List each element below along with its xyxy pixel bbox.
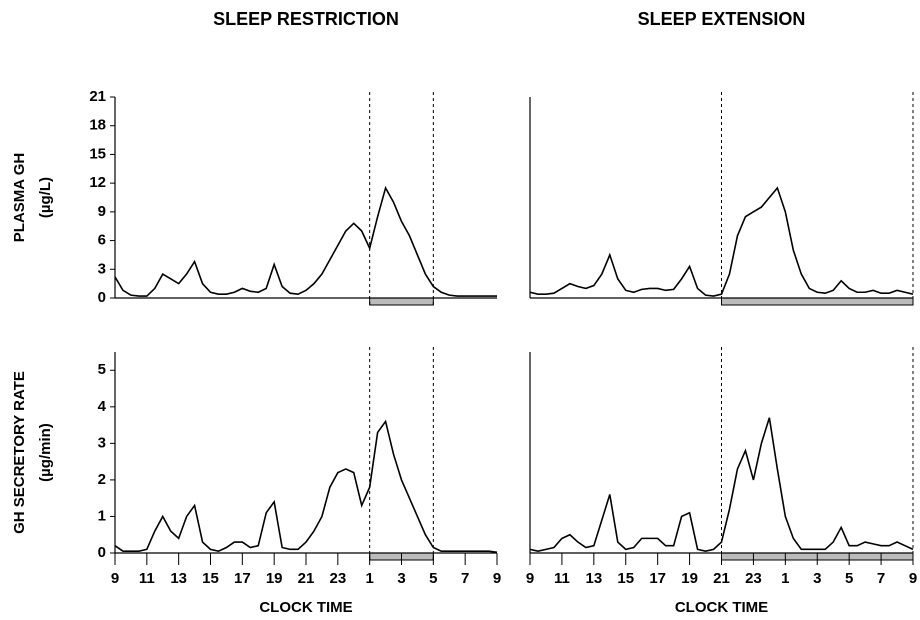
y-tick-label: 1 bbox=[98, 507, 106, 524]
x-tick-label: 15 bbox=[202, 570, 219, 587]
y-tick-label: 12 bbox=[89, 174, 106, 191]
y-axis-label: PLASMA GH bbox=[11, 153, 28, 242]
x-tick-label: 17 bbox=[649, 570, 666, 587]
x-axis-label: CLOCK TIME bbox=[675, 599, 768, 616]
y-tick-label: 0 bbox=[98, 544, 106, 561]
y-axis-unit: (µg/L) bbox=[37, 177, 54, 218]
x-tick-label: 9 bbox=[493, 570, 501, 587]
x-tick-label: 19 bbox=[266, 570, 283, 587]
x-tick-label: 23 bbox=[745, 570, 762, 587]
x-tick-label: 1 bbox=[781, 570, 789, 587]
y-tick-label: 18 bbox=[89, 117, 106, 134]
x-tick-label: 13 bbox=[170, 570, 187, 587]
y-tick-label: 2 bbox=[98, 471, 106, 488]
x-axis-label: CLOCK TIME bbox=[259, 599, 352, 616]
panel-title: SLEEP RESTRICTION bbox=[213, 9, 399, 29]
y-tick-label: 6 bbox=[98, 232, 106, 249]
x-tick-label: 13 bbox=[585, 570, 602, 587]
x-tick-label: 11 bbox=[139, 570, 155, 587]
y-tick-label: 3 bbox=[98, 434, 106, 451]
y-axis-label: GH SECRETORY RATE bbox=[11, 371, 28, 534]
x-tick-label: 15 bbox=[617, 570, 634, 587]
y-tick-label: 0 bbox=[98, 289, 106, 306]
data-line bbox=[114, 419, 498, 554]
y-tick-label: 9 bbox=[98, 203, 106, 220]
sleep-bar bbox=[369, 297, 434, 306]
x-tick-label: 7 bbox=[877, 570, 885, 587]
x-tick-label: 5 bbox=[845, 570, 853, 587]
x-tick-label: 9 bbox=[526, 570, 534, 587]
data-line bbox=[529, 186, 914, 297]
x-tick-label: 7 bbox=[461, 570, 469, 587]
data-line bbox=[114, 185, 497, 297]
sleep-bar bbox=[721, 297, 914, 306]
y-tick-label: 3 bbox=[98, 260, 106, 277]
x-tick-label: 5 bbox=[429, 570, 437, 587]
x-tick-label: 3 bbox=[397, 570, 405, 587]
x-tick-label: 9 bbox=[111, 570, 119, 587]
x-tick-label: 9 bbox=[909, 570, 917, 587]
y-tick-label: 5 bbox=[98, 361, 106, 378]
panel-title: SLEEP EXTENSION bbox=[638, 9, 806, 29]
y-tick-label: 15 bbox=[89, 145, 106, 162]
x-tick-label: 3 bbox=[813, 570, 821, 587]
x-tick-label: 23 bbox=[329, 570, 346, 587]
x-tick-label: 19 bbox=[681, 570, 698, 587]
x-tick-label: 17 bbox=[234, 570, 251, 587]
x-tick-label: 1 bbox=[365, 570, 373, 587]
x-tick-label: 21 bbox=[713, 570, 730, 587]
y-tick-label: 21 bbox=[89, 88, 106, 105]
y-axis-unit: (µg/min) bbox=[37, 423, 54, 482]
y-tick-label: 4 bbox=[98, 398, 107, 415]
x-tick-label: 21 bbox=[298, 570, 315, 587]
data-line bbox=[529, 417, 914, 552]
x-tick-label: 11 bbox=[554, 570, 570, 587]
